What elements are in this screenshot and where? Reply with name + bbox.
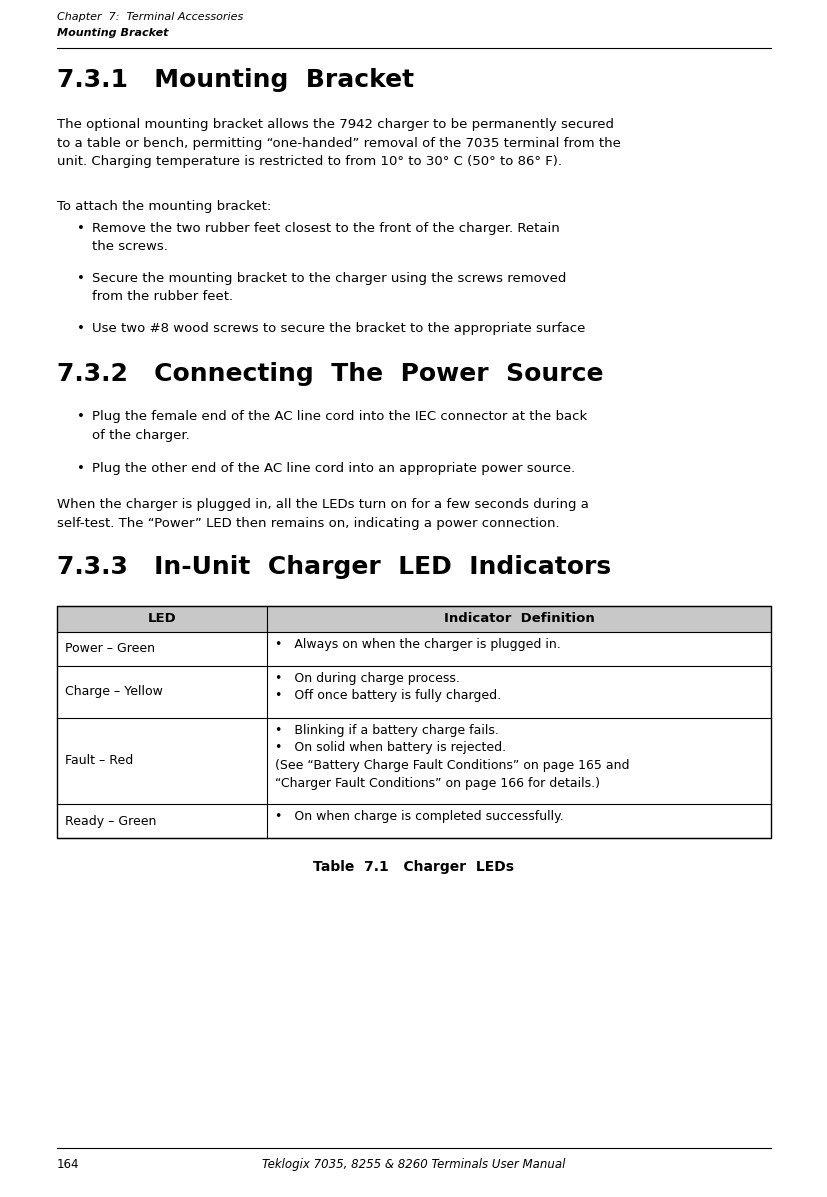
Text: Mounting Bracket: Mounting Bracket <box>57 28 169 38</box>
Text: •: • <box>77 322 85 335</box>
Text: Remove the two rubber feet closest to the front of the charger. Retain
the screw: Remove the two rubber feet closest to th… <box>92 221 559 254</box>
Text: 7.3.1   Mounting  Bracket: 7.3.1 Mounting Bracket <box>57 68 414 92</box>
Text: Table  7.1   Charger  LEDs: Table 7.1 Charger LEDs <box>313 859 514 874</box>
Text: Chapter  7:  Terminal Accessories: Chapter 7: Terminal Accessories <box>57 12 243 22</box>
Text: Secure the mounting bracket to the charger using the screws removed
from the rub: Secure the mounting bracket to the charg… <box>92 272 566 304</box>
Text: •: • <box>77 221 85 235</box>
Text: Plug the other end of the AC line cord into an appropriate power source.: Plug the other end of the AC line cord i… <box>92 462 575 475</box>
Text: Plug the female end of the AC line cord into the IEC connector at the back
of th: Plug the female end of the AC line cord … <box>92 411 586 442</box>
Text: •   Always on when the charger is plugged in.: • Always on when the charger is plugged … <box>275 638 560 651</box>
Text: Ready – Green: Ready – Green <box>65 814 156 827</box>
Bar <box>57 606 770 632</box>
Text: Power – Green: Power – Green <box>65 643 155 656</box>
Text: •   On during charge process.
•   Off once battery is fully charged.: • On during charge process. • Off once b… <box>275 672 500 703</box>
Text: Charge – Yellow: Charge – Yellow <box>65 686 163 699</box>
Text: Teklogix 7035, 8255 & 8260 Terminals User Manual: Teklogix 7035, 8255 & 8260 Terminals Use… <box>262 1157 565 1171</box>
Text: •: • <box>77 462 85 475</box>
Text: •: • <box>77 272 85 285</box>
Bar <box>57 606 770 838</box>
Text: When the charger is plugged in, all the LEDs turn on for a few seconds during a
: When the charger is plugged in, all the … <box>57 498 588 529</box>
Text: •: • <box>77 411 85 423</box>
Text: •   On when charge is completed successfully.: • On when charge is completed successful… <box>275 810 563 824</box>
Text: Indicator  Definition: Indicator Definition <box>443 613 594 626</box>
Text: Use two #8 wood screws to secure the bracket to the appropriate surface: Use two #8 wood screws to secure the bra… <box>92 322 585 335</box>
Text: 7.3.3   In-Unit  Charger  LED  Indicators: 7.3.3 In-Unit Charger LED Indicators <box>57 555 610 579</box>
Text: •   Blinking if a battery charge fails.
•   On solid when battery is rejected.
(: • Blinking if a battery charge fails. • … <box>275 724 629 790</box>
Text: 7.3.2   Connecting  The  Power  Source: 7.3.2 Connecting The Power Source <box>57 361 603 385</box>
Text: 164: 164 <box>57 1157 79 1171</box>
Text: To attach the mounting bracket:: To attach the mounting bracket: <box>57 200 271 213</box>
Text: The optional mounting bracket allows the 7942 charger to be permanently secured
: The optional mounting bracket allows the… <box>57 119 620 168</box>
Text: LED: LED <box>147 613 176 626</box>
Text: Fault – Red: Fault – Red <box>65 754 133 767</box>
